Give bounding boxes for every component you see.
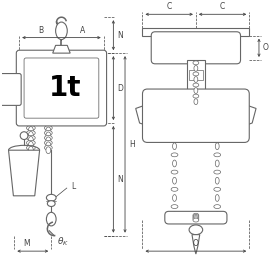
Polygon shape [9, 150, 40, 196]
FancyBboxPatch shape [16, 50, 107, 126]
Ellipse shape [214, 153, 221, 157]
Ellipse shape [45, 130, 52, 135]
Ellipse shape [214, 205, 221, 208]
Ellipse shape [193, 83, 199, 87]
Polygon shape [233, 102, 256, 130]
FancyBboxPatch shape [24, 58, 99, 118]
Text: A: A [80, 26, 85, 35]
Ellipse shape [26, 140, 35, 145]
Ellipse shape [173, 212, 177, 219]
Ellipse shape [28, 146, 33, 154]
Ellipse shape [215, 177, 219, 184]
Text: D: D [117, 84, 123, 93]
Ellipse shape [193, 61, 199, 65]
Ellipse shape [28, 122, 33, 129]
Ellipse shape [46, 132, 51, 139]
Ellipse shape [193, 213, 199, 217]
Ellipse shape [26, 145, 35, 150]
Ellipse shape [56, 22, 67, 39]
FancyBboxPatch shape [165, 211, 227, 224]
Polygon shape [136, 102, 159, 130]
Ellipse shape [193, 94, 199, 98]
Ellipse shape [193, 72, 199, 76]
Ellipse shape [194, 99, 198, 104]
Ellipse shape [215, 212, 219, 219]
Ellipse shape [215, 160, 219, 167]
Text: O: O [263, 43, 269, 52]
Polygon shape [192, 235, 200, 254]
Ellipse shape [26, 126, 35, 130]
Bar [187, 60, 205, 94]
Text: C: C [220, 2, 225, 11]
Ellipse shape [45, 140, 52, 145]
Ellipse shape [193, 218, 199, 222]
Ellipse shape [193, 217, 199, 221]
Ellipse shape [193, 216, 199, 220]
Ellipse shape [28, 131, 33, 139]
Ellipse shape [194, 88, 198, 93]
Ellipse shape [214, 187, 221, 191]
Ellipse shape [28, 141, 33, 149]
Text: N: N [117, 31, 123, 40]
FancyBboxPatch shape [0, 73, 21, 105]
Ellipse shape [45, 121, 52, 126]
Ellipse shape [46, 137, 51, 144]
Text: 1t: 1t [49, 74, 82, 102]
Ellipse shape [171, 170, 178, 174]
FancyBboxPatch shape [143, 28, 249, 36]
Ellipse shape [214, 170, 221, 174]
Ellipse shape [46, 212, 56, 226]
Text: $\theta_K$: $\theta_K$ [57, 236, 69, 248]
Text: O: O [193, 239, 199, 248]
Ellipse shape [173, 195, 177, 201]
Text: H: H [129, 140, 135, 149]
Ellipse shape [46, 122, 51, 129]
Ellipse shape [45, 126, 52, 130]
Ellipse shape [171, 187, 178, 191]
Ellipse shape [46, 194, 56, 201]
Text: M: M [24, 239, 30, 248]
Ellipse shape [215, 195, 219, 201]
Text: N: N [117, 175, 123, 184]
Ellipse shape [189, 225, 203, 235]
Text: B: B [38, 26, 43, 35]
Ellipse shape [46, 127, 51, 134]
Ellipse shape [171, 153, 178, 157]
Ellipse shape [173, 143, 177, 150]
Ellipse shape [26, 121, 35, 126]
FancyBboxPatch shape [143, 89, 249, 143]
Ellipse shape [26, 136, 35, 140]
Ellipse shape [45, 136, 52, 140]
Ellipse shape [215, 143, 219, 150]
Ellipse shape [46, 142, 51, 149]
Ellipse shape [171, 205, 178, 208]
Ellipse shape [194, 77, 198, 82]
Text: L: L [72, 182, 76, 191]
Ellipse shape [46, 147, 51, 154]
Ellipse shape [28, 127, 33, 134]
Ellipse shape [171, 136, 178, 140]
Ellipse shape [47, 201, 55, 207]
Ellipse shape [26, 130, 35, 135]
Ellipse shape [45, 145, 52, 150]
Ellipse shape [173, 160, 177, 167]
Ellipse shape [28, 136, 33, 144]
Ellipse shape [193, 214, 199, 218]
Ellipse shape [194, 65, 198, 71]
FancyBboxPatch shape [151, 32, 241, 64]
Text: C: C [167, 2, 172, 11]
Circle shape [20, 132, 28, 140]
Polygon shape [53, 45, 70, 53]
Ellipse shape [173, 177, 177, 184]
Bar [189, 70, 203, 80]
Ellipse shape [214, 136, 221, 140]
